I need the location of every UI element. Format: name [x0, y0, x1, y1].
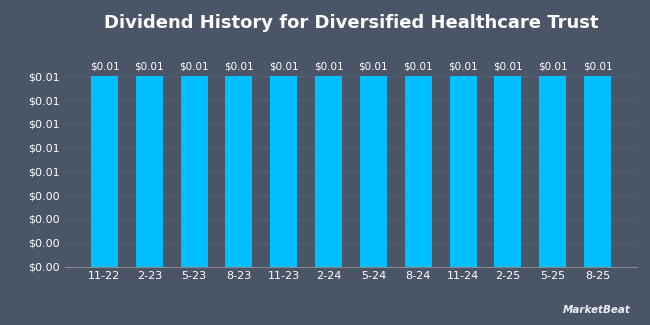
- Text: $0.01: $0.01: [493, 62, 523, 72]
- Bar: [450, 76, 476, 266]
- Text: $0.01: $0.01: [404, 62, 433, 72]
- Text: $0.01: $0.01: [538, 62, 567, 72]
- Text: $0.01: $0.01: [269, 62, 298, 72]
- Text: $0.01: $0.01: [135, 62, 164, 72]
- Text: $0.01: $0.01: [179, 62, 209, 72]
- Text: $0.01: $0.01: [314, 62, 343, 72]
- Text: $0.01: $0.01: [448, 62, 478, 72]
- Bar: [226, 76, 252, 266]
- Bar: [181, 76, 207, 266]
- Bar: [495, 76, 521, 266]
- Bar: [91, 76, 118, 266]
- Text: $0.01: $0.01: [359, 62, 388, 72]
- Bar: [136, 76, 162, 266]
- Bar: [584, 76, 611, 266]
- Bar: [360, 76, 387, 266]
- Bar: [270, 76, 297, 266]
- Text: $0.01: $0.01: [90, 62, 119, 72]
- Bar: [315, 76, 342, 266]
- Title: Dividend History for Diversified Healthcare Trust: Dividend History for Diversified Healthc…: [104, 14, 598, 32]
- Text: $0.01: $0.01: [224, 62, 254, 72]
- Bar: [405, 76, 432, 266]
- Text: $0.01: $0.01: [583, 62, 612, 72]
- Text: MarketBeat: MarketBeat: [563, 305, 630, 315]
- Bar: [540, 76, 566, 266]
